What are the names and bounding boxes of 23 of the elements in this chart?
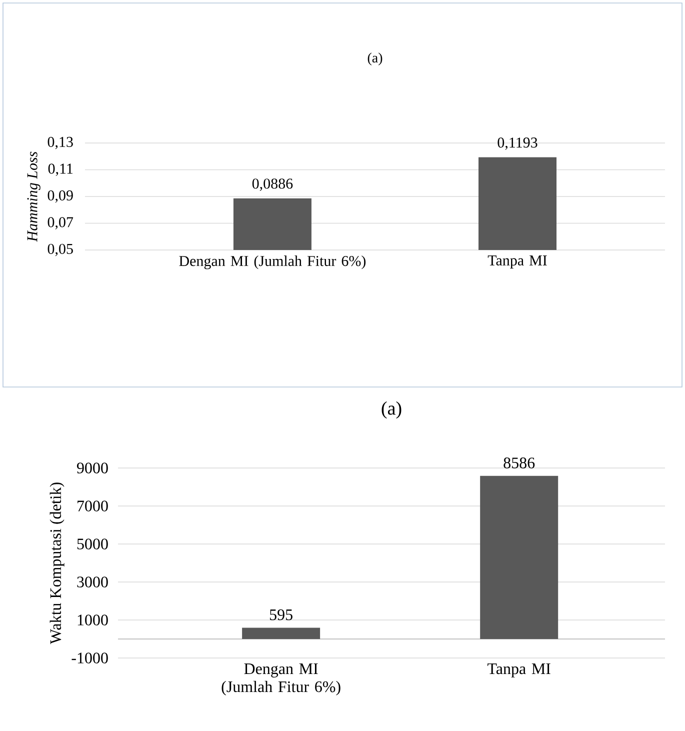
y-tick-label: 7000 xyxy=(78,500,108,512)
y-tick-label: 5000 xyxy=(77,538,108,550)
y-tick-label: 1000 xyxy=(78,614,108,626)
y-tick-label: 0,11 xyxy=(48,164,73,176)
data-label: 0,0886 xyxy=(252,178,293,191)
data-label: 0,1193 xyxy=(498,138,538,150)
data-label: 8586 xyxy=(504,458,535,468)
y-tick-label: -1000 xyxy=(72,652,108,664)
y-tick-label: 0,09 xyxy=(48,190,73,203)
chart-title: (a) xyxy=(368,52,382,66)
y-axis-title: Waktu Komputasi (detik) xyxy=(50,482,64,644)
y-tick-label: 3000 xyxy=(77,576,108,588)
x-tick-label: Dengan MI (Jumlah Fitur 6%) xyxy=(179,256,366,270)
y-tick-label: 9000 xyxy=(76,462,108,474)
data-label: 595 xyxy=(270,609,292,620)
y-tick-label: 0,05 xyxy=(48,244,73,256)
x-tick-label: Tanpa MI xyxy=(488,664,550,678)
x-tick-label: Dengan MI (Jumlah Fitur 6%) xyxy=(222,664,340,696)
y-axis-title: Hamming Loss xyxy=(27,152,40,242)
x-tick-label: Tanpa MI xyxy=(488,256,547,269)
y-tick-label: 0,07 xyxy=(48,217,74,230)
y-tick-label: 0,13 xyxy=(48,136,73,150)
chart-title: (a) xyxy=(382,401,402,419)
